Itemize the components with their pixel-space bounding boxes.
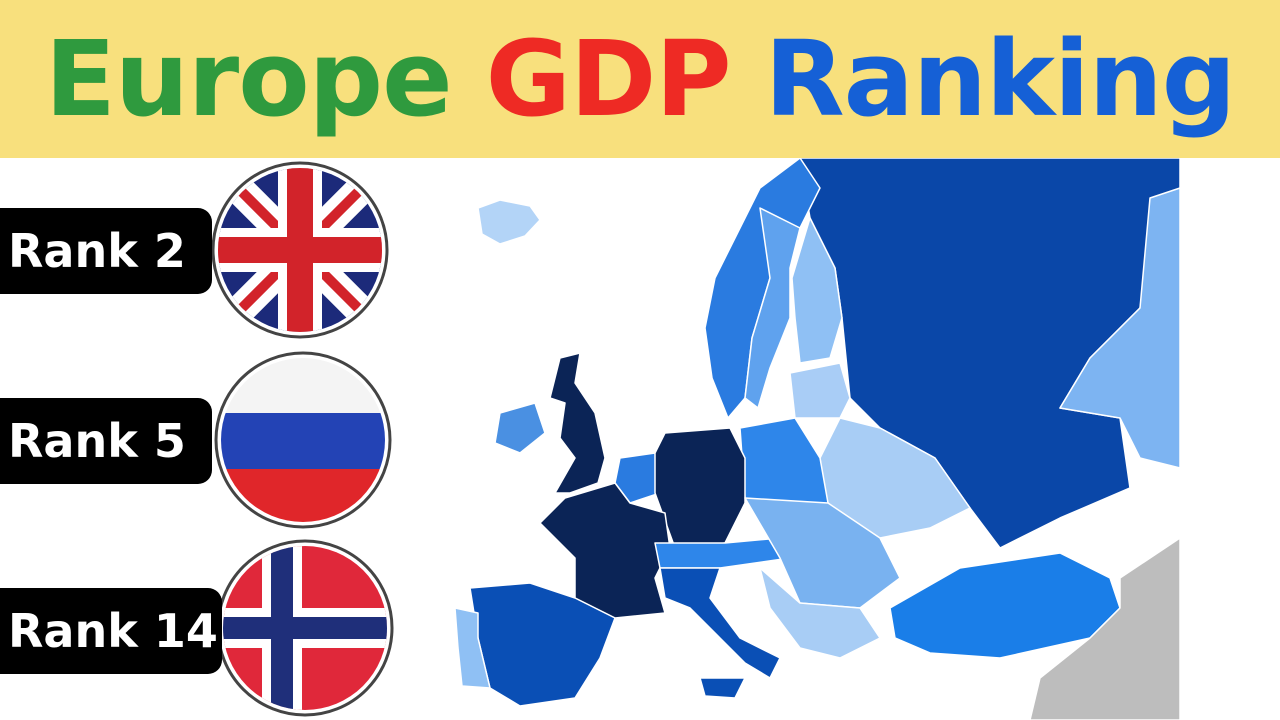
flags	[211, 161, 394, 717]
flag-russia	[214, 351, 392, 529]
header: Europe GDP Ranking	[0, 0, 1280, 158]
title-word: GDP	[485, 18, 732, 140]
rank-label: Rank 5	[0, 398, 212, 484]
rank-label: Rank 14	[0, 588, 222, 674]
flag-norway	[216, 539, 394, 717]
rank-label: Rank 2	[0, 208, 212, 294]
flag-uk	[211, 161, 389, 339]
title-word: Europe	[44, 18, 453, 140]
europe-map	[454, 158, 1181, 720]
title-word: Ranking	[764, 18, 1237, 140]
